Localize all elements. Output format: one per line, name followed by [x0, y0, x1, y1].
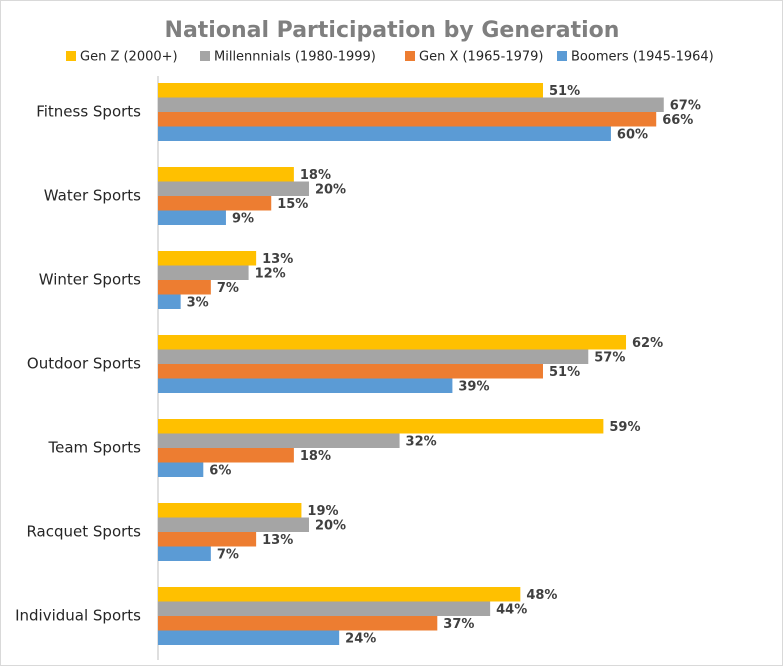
bar [158, 181, 309, 196]
bar [158, 335, 627, 350]
category-label: Outdoor Sports [27, 355, 141, 373]
legend-label: Boomers (1945-1964) [571, 50, 714, 65]
data-label: 59% [609, 420, 640, 435]
bar [158, 167, 294, 182]
category-label: Racquet Sports [26, 523, 141, 541]
bar [158, 97, 664, 112]
bar [158, 349, 589, 364]
data-label: 57% [594, 350, 625, 365]
category-label: Team Sports [48, 439, 142, 457]
data-label: 48% [526, 588, 557, 603]
data-label: 18% [300, 168, 331, 183]
bar [158, 462, 204, 477]
data-label: 44% [496, 602, 527, 617]
bar [158, 210, 226, 225]
bar [158, 419, 604, 434]
data-label: 6% [209, 463, 231, 478]
legend-label: Gen X (1965-1979) [419, 50, 543, 65]
bar [158, 630, 340, 645]
bar [158, 601, 491, 616]
category-label: Fitness Sports [36, 103, 141, 121]
bar [158, 294, 181, 309]
data-label: 7% [217, 281, 239, 296]
bar [158, 251, 257, 266]
data-label: 67% [670, 98, 701, 113]
legend-label: Gen Z (2000+) [80, 50, 178, 65]
bar [158, 433, 400, 448]
bar [158, 364, 543, 379]
category-label: Individual Sports [15, 607, 141, 625]
category-label: Winter Sports [39, 271, 141, 289]
bar [158, 546, 211, 561]
bar [158, 517, 309, 532]
bar [158, 503, 302, 518]
legend-label: Millennnials (1980-1999) [214, 50, 376, 65]
data-label: 51% [549, 84, 580, 99]
chart-title: National Participation by Generation [165, 18, 620, 43]
bar [158, 587, 521, 602]
legend-swatch [66, 51, 76, 61]
data-label: 7% [217, 547, 239, 562]
legend-swatch [405, 51, 415, 61]
data-label: 32% [406, 434, 437, 449]
bar [158, 532, 257, 547]
data-label: 15% [277, 197, 308, 212]
data-label: 60% [617, 127, 648, 142]
category-label: Water Sports [44, 187, 141, 205]
bar [158, 112, 657, 127]
bar [158, 280, 211, 295]
data-label: 13% [262, 252, 293, 267]
data-label: 66% [662, 113, 693, 128]
data-label: 19% [307, 504, 338, 519]
data-label: 18% [300, 449, 331, 464]
bar [158, 126, 611, 141]
data-label: 39% [458, 379, 489, 394]
bar [158, 265, 249, 280]
data-label: 20% [315, 182, 346, 197]
legend-swatch [557, 51, 567, 61]
data-label: 13% [262, 533, 293, 548]
data-label: 9% [232, 211, 254, 226]
data-label: 62% [632, 336, 663, 351]
data-label: 51% [549, 365, 580, 380]
data-label: 3% [187, 295, 209, 310]
legend-swatch [200, 51, 210, 61]
bar [158, 448, 294, 463]
data-label: 20% [315, 518, 346, 533]
bar [158, 378, 453, 393]
bar [158, 83, 543, 98]
data-label: 24% [345, 631, 376, 646]
data-label: 37% [443, 617, 474, 632]
bar [158, 196, 272, 211]
data-label: 12% [255, 266, 286, 281]
bar [158, 616, 438, 631]
